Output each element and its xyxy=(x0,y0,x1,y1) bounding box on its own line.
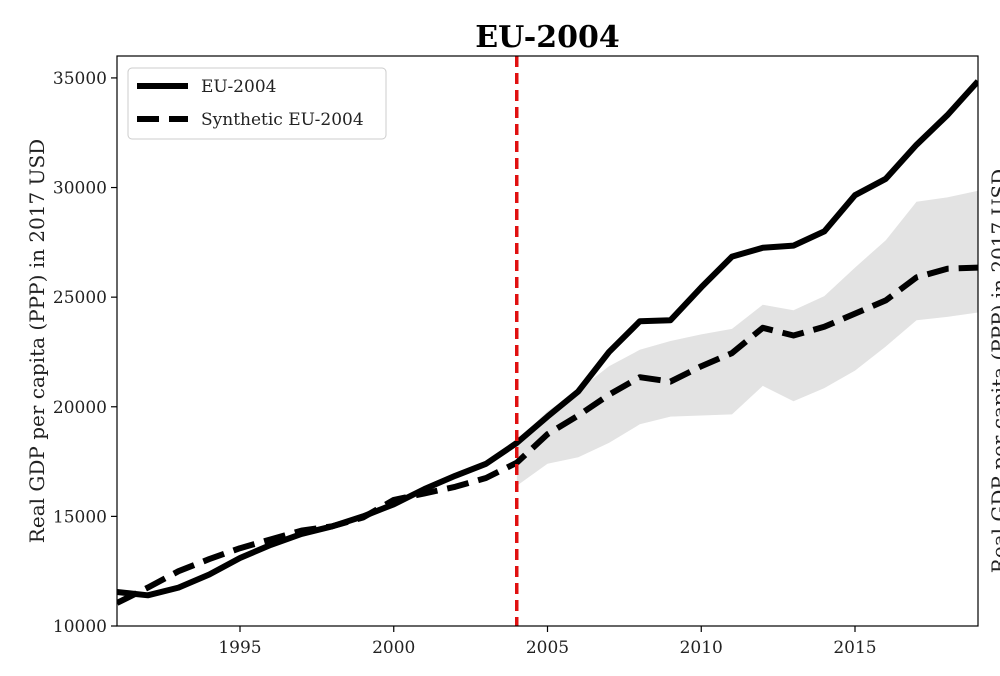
legend-label-synthetic-eu-2004: Synthetic EU-2004 xyxy=(201,110,364,130)
y-tick-label: 35000 xyxy=(53,69,107,89)
y-tick-label: 25000 xyxy=(53,288,107,308)
confidence-band xyxy=(516,190,978,486)
series-line-synthetic-eu-2004 xyxy=(117,264,978,606)
series-lines-layer xyxy=(117,79,978,606)
x-tick-label: 2000 xyxy=(372,638,415,658)
y-tick-label: 15000 xyxy=(53,507,107,527)
y-tick-label: 20000 xyxy=(53,398,107,418)
legend-label-eu-2004: EU-2004 xyxy=(201,77,276,97)
x-tick-label: 2010 xyxy=(680,638,723,658)
x-tick-label: 1995 xyxy=(218,638,261,658)
legend-box xyxy=(127,67,387,140)
x-tick-label: 2015 xyxy=(833,638,876,658)
series-line-eu-2004 xyxy=(117,79,978,599)
legend: EU-2004 Synthetic EU-2004 xyxy=(127,67,387,140)
y-tick-label: 30000 xyxy=(53,179,107,199)
confidence-band-layer xyxy=(516,190,978,486)
y-axis-label: Real GDP per capita (PPP) in 2017 USD xyxy=(25,139,49,543)
x-tick-label: 2005 xyxy=(526,638,569,658)
y-tick-label: 10000 xyxy=(53,617,107,637)
tick-labels: 1995 2000 2005 2010 2015 10000 15000 20000 25000… xyxy=(53,69,877,658)
right-axis-label-partial: Real GDP per capita (PPP) in 2017 USD xyxy=(987,169,1000,573)
chart-title: EU-2004 xyxy=(475,20,619,55)
